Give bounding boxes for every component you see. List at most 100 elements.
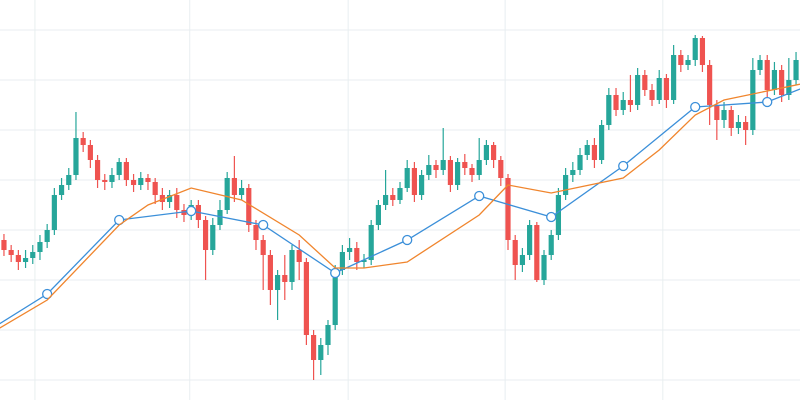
line-marker — [474, 190, 485, 202]
candle-body — [786, 80, 792, 95]
line-marker — [186, 205, 197, 217]
candle-body — [303, 262, 309, 335]
candle-body — [455, 162, 461, 185]
candle-body — [491, 145, 497, 160]
candle-body — [714, 105, 720, 120]
candle-body — [246, 188, 252, 225]
candle-body — [339, 252, 345, 270]
candle-body — [202, 220, 209, 250]
candle-body — [591, 145, 598, 160]
candle-body — [325, 325, 331, 345]
candle-body — [462, 162, 468, 168]
candle-body — [22, 258, 29, 262]
candle-body — [210, 225, 216, 250]
candle-body — [728, 110, 734, 128]
candle-body — [570, 170, 576, 175]
candle-body — [548, 235, 554, 255]
candle-body — [404, 168, 410, 188]
candle-body — [426, 165, 432, 175]
candle-body — [721, 110, 727, 120]
candle-body — [390, 195, 396, 200]
candle-body — [94, 160, 101, 180]
line-marker — [546, 211, 557, 223]
candle-body — [130, 180, 137, 185]
candle-body — [440, 160, 446, 170]
candle-body — [541, 255, 547, 280]
candle-body — [253, 225, 259, 240]
candle-body — [289, 250, 295, 282]
candle-body — [599, 125, 605, 160]
candle-body — [368, 225, 374, 260]
candle-body — [699, 38, 706, 65]
candle-body — [692, 38, 698, 60]
candle-body — [613, 95, 619, 110]
candle-body — [37, 242, 43, 252]
indicator-lines — [0, 83, 800, 329]
candle-body — [433, 165, 439, 170]
candle-body — [663, 78, 670, 100]
candle-body — [231, 178, 237, 195]
candle-body — [1, 240, 7, 250]
candle-body — [735, 122, 742, 128]
candle-body — [138, 178, 144, 185]
candle-body — [310, 335, 317, 360]
candle-body — [771, 70, 778, 90]
candle-body — [397, 188, 403, 200]
candle-body — [159, 195, 165, 202]
candle-body — [584, 145, 590, 155]
candle-body — [512, 240, 518, 265]
candle-body — [483, 145, 490, 160]
candle-body — [642, 75, 648, 90]
candle-body — [87, 145, 93, 160]
candle-body — [238, 188, 245, 195]
candle-body — [152, 182, 158, 195]
line-marker — [690, 101, 701, 113]
candle-body — [620, 100, 626, 110]
candle-body — [361, 260, 367, 262]
line-marker — [330, 267, 341, 279]
candle-body — [102, 180, 108, 182]
line-marker — [258, 219, 269, 231]
candle-body — [656, 78, 662, 100]
candle-body — [793, 60, 799, 80]
line-marker — [402, 234, 413, 246]
candle-body — [764, 60, 770, 90]
candle-body — [743, 122, 749, 130]
candle-body — [80, 138, 86, 145]
candle-body — [318, 345, 324, 360]
candle-body — [527, 225, 533, 255]
candle-body — [411, 168, 417, 195]
line-marker — [618, 160, 629, 172]
candle-body — [606, 95, 612, 125]
candle-body — [174, 195, 180, 210]
candle-body — [750, 70, 756, 130]
candle-body — [66, 175, 72, 185]
candle-body — [383, 195, 389, 205]
candle-body — [476, 160, 482, 175]
candle-body — [58, 185, 65, 195]
candle-body — [685, 60, 691, 65]
candle-body — [678, 55, 684, 65]
candle-body — [505, 178, 511, 240]
candle-body — [563, 175, 569, 195]
candle-body — [757, 60, 763, 70]
candles — [1, 35, 799, 380]
candle-body — [274, 275, 281, 290]
candle-body — [707, 65, 713, 105]
candle-body — [447, 160, 453, 185]
candle-body — [498, 160, 504, 178]
candle-body — [627, 100, 634, 105]
candle-body — [51, 195, 57, 230]
candle-body — [224, 178, 230, 210]
candle-body — [469, 168, 475, 175]
candle-body — [375, 205, 381, 225]
candle-body — [577, 155, 583, 170]
candle-body — [332, 270, 338, 325]
candle-body — [347, 248, 353, 252]
candle-body — [8, 250, 14, 255]
candle-body — [555, 195, 562, 235]
indicator-line — [0, 88, 800, 325]
